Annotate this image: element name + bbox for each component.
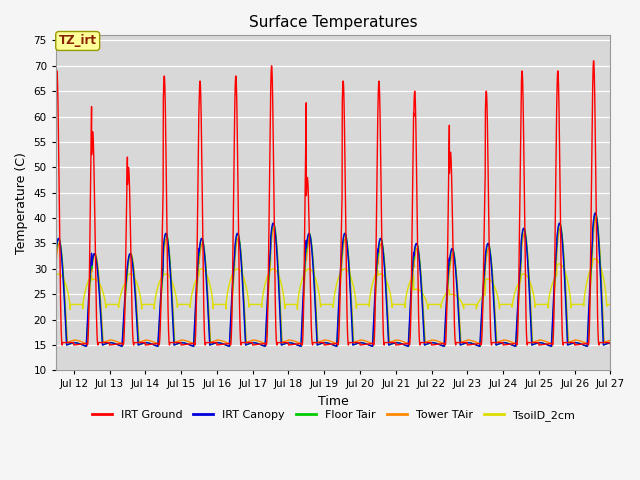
Tower TAir <box>119 341 127 347</box>
TsoilD_2cm <box>607 301 614 307</box>
Tower TAir <box>607 337 614 343</box>
Line: Floor Tair: Floor Tair <box>56 213 611 347</box>
Tower TAir <box>413 246 420 252</box>
Floor Tair <box>385 332 392 337</box>
IRT Canopy <box>264 286 272 292</box>
TsoilD_2cm <box>52 273 60 278</box>
Floor Tair <box>153 343 161 348</box>
IRT Ground <box>413 165 420 171</box>
X-axis label: Time: Time <box>318 395 349 408</box>
Tower TAir <box>592 215 600 221</box>
IRT Ground <box>466 342 474 348</box>
Floor Tair <box>508 342 516 348</box>
TsoilD_2cm <box>385 284 392 290</box>
Tower TAir <box>264 300 272 306</box>
IRT Ground <box>508 341 516 347</box>
Tower TAir <box>466 337 474 343</box>
Tower TAir <box>385 325 392 331</box>
Floor Tair <box>264 295 271 301</box>
IRT Ground <box>385 340 392 346</box>
IRT Ground <box>607 342 614 348</box>
TsoilD_2cm <box>67 307 74 312</box>
Text: TZ_irt: TZ_irt <box>59 35 97 48</box>
IRT Ground <box>589 58 597 64</box>
IRT Canopy <box>607 340 614 346</box>
Tower TAir <box>153 340 161 346</box>
Floor Tair <box>413 240 420 246</box>
IRT Canopy <box>385 341 392 347</box>
IRT Canopy <box>591 210 599 216</box>
Tower TAir <box>52 262 60 267</box>
Floor Tair <box>404 344 412 349</box>
Title: Surface Temperatures: Surface Temperatures <box>249 15 417 30</box>
IRT Ground <box>52 100 60 106</box>
TsoilD_2cm <box>413 287 420 292</box>
Floor Tair <box>52 254 60 260</box>
Line: TsoilD_2cm: TsoilD_2cm <box>56 259 611 310</box>
IRT Canopy <box>413 241 420 247</box>
Line: IRT Ground: IRT Ground <box>56 61 611 345</box>
Tower TAir <box>508 339 516 345</box>
TsoilD_2cm <box>264 273 272 278</box>
Y-axis label: Temperature (C): Temperature (C) <box>15 152 28 254</box>
Line: IRT Canopy: IRT Canopy <box>56 213 611 347</box>
TsoilD_2cm <box>508 301 516 307</box>
Floor Tair <box>466 340 474 346</box>
IRT Canopy <box>83 344 90 349</box>
IRT Ground <box>153 341 161 347</box>
TsoilD_2cm <box>466 301 474 307</box>
IRT Canopy <box>153 343 161 349</box>
Legend: IRT Ground, IRT Canopy, Floor Tair, Tower TAir, TsoilD_2cm: IRT Ground, IRT Canopy, Floor Tair, Towe… <box>88 406 579 425</box>
Floor Tair <box>607 340 614 346</box>
Floor Tair <box>592 210 600 216</box>
IRT Canopy <box>466 340 474 346</box>
IRT Canopy <box>52 250 60 255</box>
IRT Ground <box>264 310 271 316</box>
IRT Canopy <box>508 342 516 348</box>
TsoilD_2cm <box>591 256 599 262</box>
TsoilD_2cm <box>153 288 161 294</box>
Line: Tower TAir: Tower TAir <box>56 218 611 344</box>
